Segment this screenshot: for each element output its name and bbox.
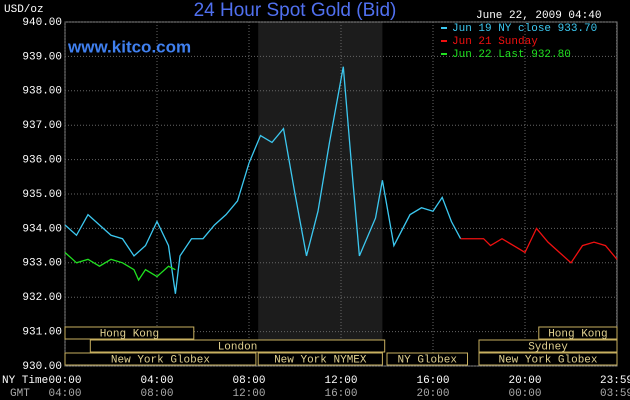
y-tick-label: 939.00 — [22, 51, 62, 63]
x-tick-label: 23:59 — [600, 375, 630, 387]
x-tick-label: 04:00 — [140, 375, 173, 387]
gmt-tick-label: 08:00 — [140, 388, 173, 400]
y-tick-label: 933.00 — [22, 258, 62, 270]
session-bar — [257, 352, 383, 366]
y-tick-label: 930.00 — [22, 361, 62, 373]
session-label: NY Globex — [398, 354, 458, 366]
x-row-label: NY Time — [2, 375, 48, 387]
session-bar — [89, 339, 386, 353]
y-tick-label: 937.00 — [22, 120, 62, 132]
gmt-tick-label: 20:00 — [416, 388, 449, 400]
session-label: Sydney — [528, 341, 568, 353]
y-tick-label: 932.00 — [22, 292, 62, 304]
chart-title: 24 Hour Spot Gold (Bid) — [194, 0, 397, 21]
y-tick-label: 936.00 — [22, 155, 62, 167]
watermark: www.kitco.com — [67, 37, 191, 56]
timestamp: June 22, 2009 04:40 — [476, 10, 601, 22]
x-tick-label: 12:00 — [324, 375, 357, 387]
session-bar — [64, 326, 195, 340]
session-bar — [478, 352, 618, 366]
gmt-tick-label: 16:00 — [324, 388, 357, 400]
gmt-tick-label: 03:59 — [600, 388, 630, 400]
x-row-label: GMT — [10, 388, 30, 400]
gmt-tick-label: 00:00 — [508, 388, 541, 400]
y-tick-label: 938.00 — [22, 86, 62, 98]
session-label: Hong Kong — [100, 328, 159, 340]
y-tick-label: 934.00 — [22, 223, 62, 235]
gmt-tick-label: 12:00 — [232, 388, 265, 400]
session-label: London — [218, 341, 258, 353]
legend-label: Jun 19 NY close 933.70 — [452, 23, 597, 35]
x-tick-label: 20:00 — [508, 375, 541, 387]
y-tick-label: 931.00 — [22, 327, 62, 339]
series-line — [64, 66, 462, 294]
session-label: Hong Kong — [548, 328, 607, 340]
x-tick-label: 00:00 — [48, 375, 81, 387]
session-label: New York Globex — [498, 354, 597, 366]
y-axis-label: USD/oz — [4, 4, 44, 16]
session-label: New York NYMEX — [274, 354, 367, 366]
legend-label: Jun 22 Last 932.80 — [452, 49, 571, 61]
x-tick-label: 16:00 — [416, 375, 449, 387]
session-bar — [478, 339, 618, 353]
session-bar — [386, 352, 468, 366]
y-tick-label: 940.00 — [22, 17, 62, 29]
x-tick-label: 08:00 — [232, 375, 265, 387]
legend-label: Jun 21 Sunday — [452, 36, 538, 48]
series-line — [64, 251, 176, 282]
session-bar — [64, 352, 257, 366]
session-label: New York Globex — [111, 354, 210, 366]
session-bar — [538, 326, 618, 340]
gmt-tick-label: 04:00 — [48, 388, 81, 400]
series-line — [460, 227, 618, 264]
y-tick-label: 935.00 — [22, 189, 62, 201]
